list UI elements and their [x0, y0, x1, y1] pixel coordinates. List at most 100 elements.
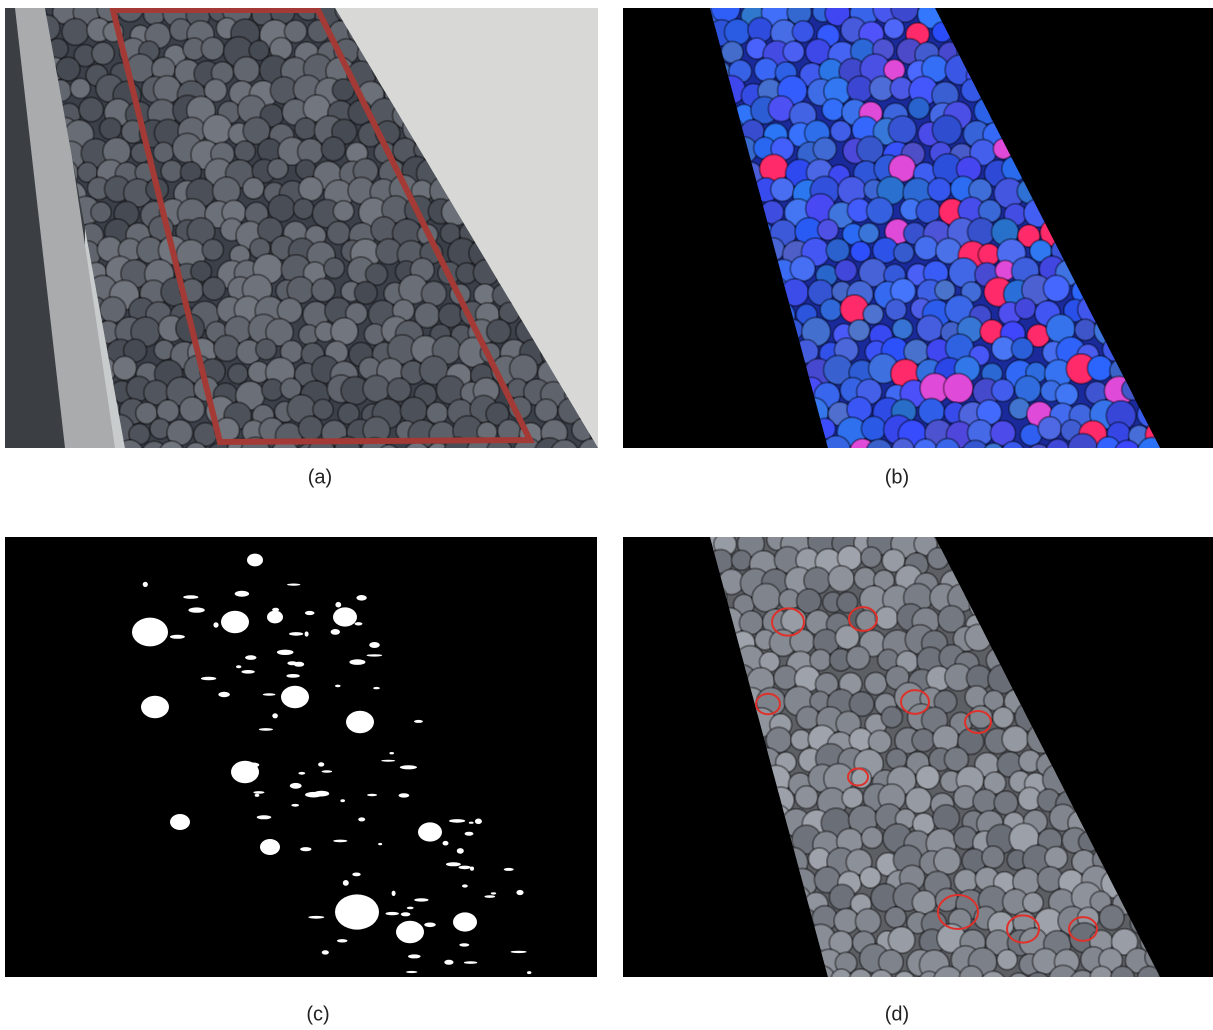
detection-fleck [406, 971, 418, 973]
detection-fleck [286, 674, 299, 678]
pellet [1075, 319, 1096, 340]
detection-fleck [236, 665, 241, 668]
detection-fleck [491, 892, 496, 894]
pellet [233, 57, 259, 83]
panel-label: (c) [306, 1003, 329, 1025]
pellet [856, 610, 877, 631]
pellet [268, 159, 288, 179]
detection-fleck [300, 847, 311, 851]
detection-fleck [457, 848, 464, 854]
pellet [56, 57, 80, 81]
detection-fleck [465, 832, 474, 836]
pellet [1002, 441, 1024, 463]
pellet [915, 236, 939, 260]
detection-fleck [287, 584, 300, 586]
pellet [144, 4, 165, 25]
pellet [861, 416, 885, 440]
pellet [962, 440, 989, 467]
detection-fleck [443, 841, 449, 846]
detection-fleck [235, 591, 249, 597]
detection-fleck [511, 951, 527, 953]
detection-fleck [337, 939, 348, 942]
pellet [1111, 966, 1135, 990]
pellet [1011, 338, 1033, 360]
detection-fleck [334, 614, 343, 617]
pellet [894, 243, 914, 263]
pellet [820, 299, 842, 321]
detection-fleck [367, 794, 377, 796]
panel-a [5, 0, 619, 469]
pellet [79, 97, 103, 121]
detection-fleck [287, 661, 297, 665]
detection-fleck [446, 862, 461, 866]
pellet [981, 971, 1006, 996]
pellet [859, 223, 879, 243]
pellet [959, 966, 983, 990]
pellet [908, 98, 929, 119]
detection-fleck [298, 772, 305, 775]
detection-fleck [201, 677, 216, 681]
pellet [771, 178, 794, 201]
pellet [847, 646, 870, 669]
pellet [1088, 356, 1113, 381]
pellet [866, 439, 892, 465]
pellet [243, 178, 264, 199]
pellet [256, 339, 277, 360]
pellet [888, 116, 916, 144]
figure: (a) (b) (c) (d) [0, 0, 1213, 1030]
pellet [1090, 966, 1112, 988]
pellet [1056, 383, 1079, 406]
detection-fleck [516, 890, 523, 895]
detection-blob [141, 696, 169, 718]
detection-fleck [407, 907, 414, 910]
panel-label: (b) [885, 466, 909, 488]
detection-fleck [475, 819, 482, 825]
pellet [822, 436, 850, 464]
detection-fleck [414, 720, 423, 723]
pellet [1046, 439, 1069, 462]
pellet [790, 629, 815, 654]
pellet [954, 869, 977, 892]
detection-fleck [290, 783, 302, 789]
detection-fleck [241, 670, 254, 674]
detection-fleck [378, 843, 382, 845]
detection-fleck [272, 608, 279, 612]
pellet [1049, 965, 1077, 993]
pellet [997, 950, 1017, 970]
pellet [321, 137, 345, 161]
detection-blob [396, 921, 424, 943]
pellet [783, 41, 804, 62]
pellet [822, 99, 844, 121]
pellet [185, 443, 207, 465]
pellet [818, 219, 839, 240]
detection-fleck [335, 685, 341, 688]
pellet [795, 786, 818, 809]
detection-fleck [272, 713, 278, 718]
background [5, 537, 597, 977]
detection-fleck [170, 635, 185, 639]
detection-fleck [504, 868, 514, 871]
detection-blob [170, 814, 190, 830]
panel-b [623, 0, 1213, 469]
detection-fleck [470, 867, 474, 871]
pellet [892, 319, 912, 339]
detection-fleck [259, 728, 273, 731]
pellet [1043, 275, 1069, 301]
pellet [813, 138, 836, 161]
detection-blob [267, 611, 283, 624]
pellet [70, 78, 90, 98]
detection-fleck [245, 655, 256, 660]
pellet [299, 177, 323, 201]
pellet [159, 441, 184, 466]
pellet [933, 966, 962, 995]
pellet [892, 438, 914, 460]
detection-blob [346, 711, 374, 733]
detection-fleck [381, 760, 395, 762]
pellet [91, 202, 111, 222]
pellet [1038, 417, 1061, 440]
pellet [551, 440, 579, 468]
pellet [849, 969, 872, 992]
detection-fleck [218, 692, 230, 697]
detection-fleck [333, 840, 347, 843]
pellet [875, 607, 898, 630]
